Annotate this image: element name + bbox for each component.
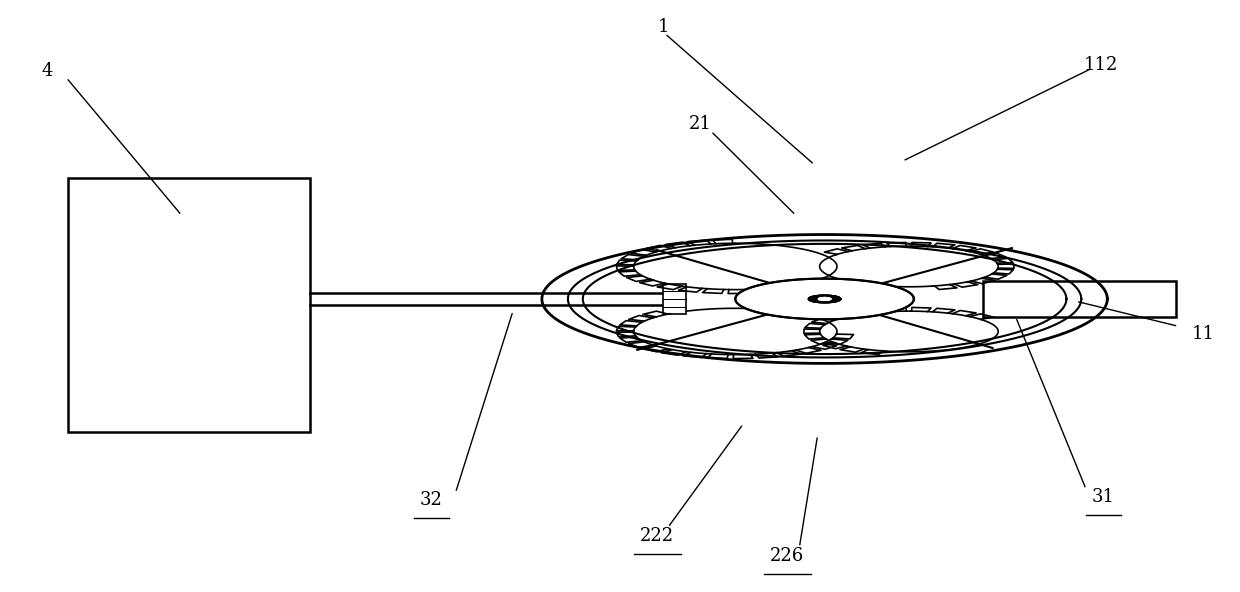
Bar [68, 178, 310, 432]
Text: 11: 11 [1192, 326, 1214, 343]
Polygon shape [735, 243, 837, 283]
Text: 112: 112 [1084, 56, 1118, 74]
Polygon shape [634, 243, 807, 289]
Polygon shape [808, 295, 841, 303]
Polygon shape [818, 298, 831, 300]
Polygon shape [818, 298, 831, 300]
Polygon shape [820, 311, 982, 351]
Polygon shape [735, 279, 914, 319]
Polygon shape [670, 308, 837, 333]
Text: 222: 222 [640, 527, 675, 545]
Text: 31: 31 [1092, 488, 1115, 506]
Text: 1: 1 [657, 18, 670, 36]
Text: 4: 4 [41, 62, 53, 80]
Polygon shape [634, 314, 837, 355]
Bar [663, 284, 686, 314]
Text: 32: 32 [420, 491, 443, 509]
Bar [983, 281, 1176, 317]
Polygon shape [820, 255, 932, 287]
Polygon shape [885, 320, 998, 352]
Text: 226: 226 [770, 548, 805, 565]
Polygon shape [836, 246, 998, 286]
Polygon shape [808, 295, 841, 303]
Text: 21: 21 [689, 115, 712, 133]
